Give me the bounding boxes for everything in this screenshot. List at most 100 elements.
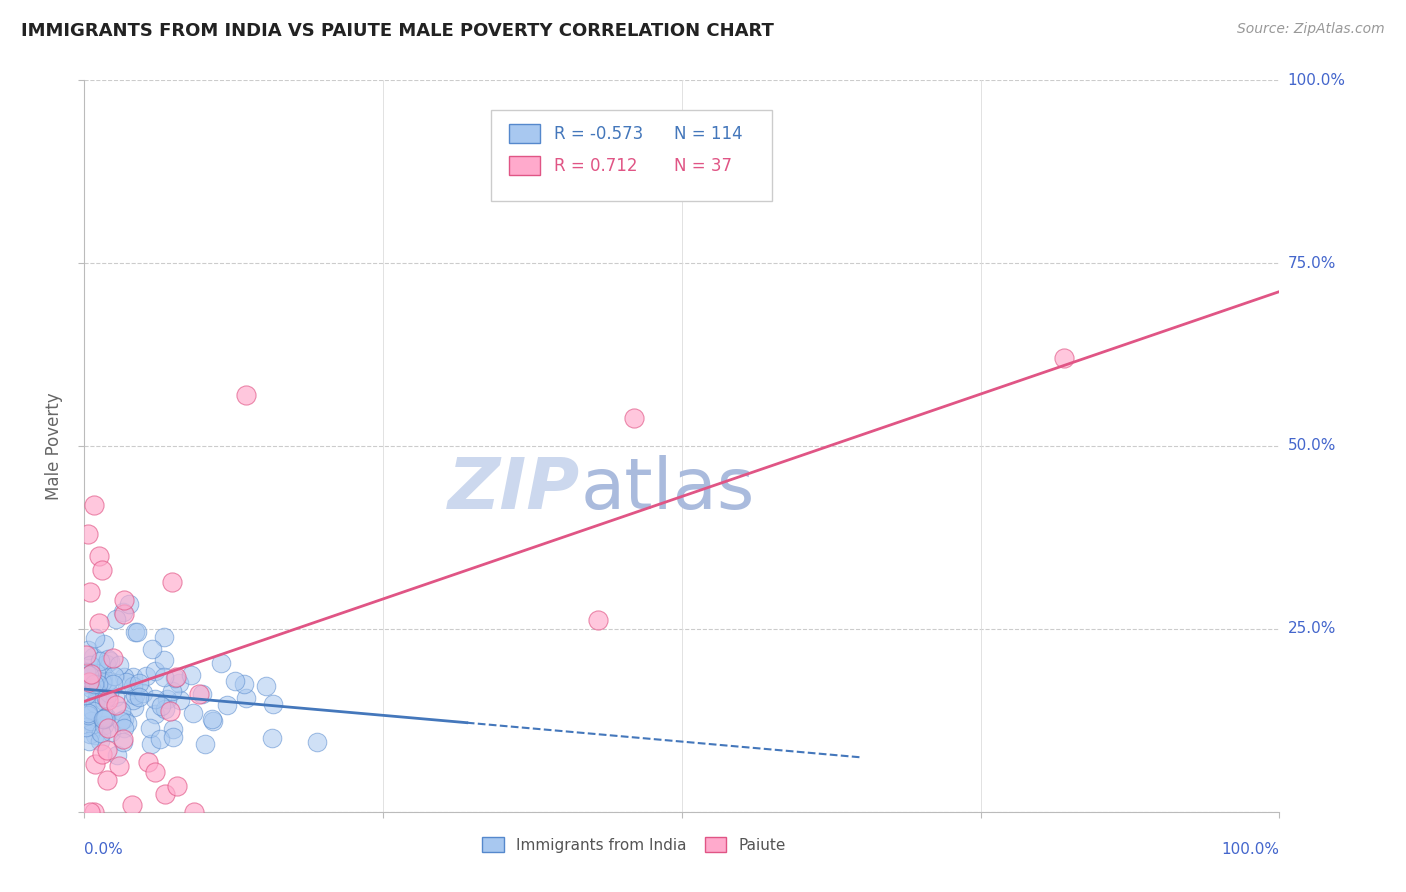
- Point: [79, 734, 101, 748]
- Point: [122, 700, 145, 714]
- Point: [84, 631, 107, 645]
- Text: atlas: atlas: [581, 456, 755, 524]
- Point: [233, 677, 256, 691]
- Point: [166, 779, 188, 793]
- Point: [86, 690, 108, 704]
- Point: [91, 563, 114, 577]
- Point: [124, 688, 146, 702]
- Point: [187, 687, 209, 701]
- FancyBboxPatch shape: [509, 156, 540, 176]
- Point: [90, 747, 112, 761]
- Text: R = -0.573: R = -0.573: [554, 125, 644, 143]
- Point: [75, 720, 97, 734]
- Point: [93, 694, 115, 708]
- Point: [235, 691, 257, 706]
- Point: [94, 691, 117, 706]
- Text: IMMIGRANTS FROM INDIA VS PAIUTE MALE POVERTY CORRELATION CHART: IMMIGRANTS FROM INDIA VS PAIUTE MALE POV…: [21, 22, 773, 40]
- Point: [84, 676, 107, 690]
- Point: [118, 597, 141, 611]
- Point: [143, 664, 166, 678]
- Text: 100.0%: 100.0%: [1222, 842, 1279, 857]
- Point: [121, 693, 143, 707]
- Point: [76, 672, 98, 686]
- Point: [104, 690, 127, 704]
- Point: [121, 797, 143, 812]
- Point: [84, 728, 107, 742]
- Point: [80, 667, 103, 681]
- Point: [235, 388, 257, 402]
- Point: [112, 712, 135, 726]
- Point: [103, 668, 125, 682]
- Point: [87, 676, 110, 690]
- Point: [97, 673, 120, 688]
- Point: [202, 714, 225, 729]
- Point: [91, 712, 114, 726]
- FancyBboxPatch shape: [491, 110, 772, 201]
- Point: [77, 708, 100, 723]
- Point: [101, 677, 124, 691]
- Point: [160, 684, 183, 698]
- Point: [217, 698, 239, 712]
- Point: [159, 704, 181, 718]
- Point: [90, 726, 112, 740]
- Point: [623, 411, 645, 425]
- Legend: Immigrants from India, Paiute: Immigrants from India, Paiute: [477, 831, 792, 859]
- FancyBboxPatch shape: [509, 124, 540, 144]
- Point: [105, 747, 128, 762]
- Point: [75, 648, 97, 662]
- Point: [588, 613, 610, 627]
- Point: [77, 706, 100, 720]
- Point: [180, 667, 202, 681]
- Text: ZIP: ZIP: [449, 456, 581, 524]
- Point: [110, 714, 132, 728]
- Point: [80, 666, 103, 681]
- Point: [153, 787, 176, 801]
- Text: 100.0%: 100.0%: [1288, 73, 1346, 87]
- Point: [76, 704, 98, 718]
- Point: [80, 714, 103, 728]
- Point: [87, 549, 110, 563]
- Point: [112, 607, 135, 622]
- Point: [111, 735, 134, 749]
- Point: [91, 674, 114, 689]
- Point: [181, 706, 204, 720]
- Point: [75, 688, 97, 702]
- Text: 50.0%: 50.0%: [1288, 439, 1336, 453]
- Point: [1053, 351, 1076, 366]
- Point: [162, 730, 184, 744]
- Text: N = 37: N = 37: [673, 157, 731, 175]
- Point: [83, 676, 105, 690]
- Point: [84, 666, 107, 681]
- Point: [104, 612, 127, 626]
- Point: [91, 669, 114, 683]
- Point: [262, 697, 284, 711]
- Point: [82, 678, 104, 692]
- Point: [201, 712, 224, 726]
- Point: [211, 656, 233, 670]
- Point: [112, 670, 135, 684]
- Point: [165, 671, 187, 685]
- Point: [100, 724, 122, 739]
- Point: [82, 704, 104, 718]
- Point: [169, 693, 191, 707]
- Text: 75.0%: 75.0%: [1288, 256, 1336, 270]
- Point: [75, 671, 97, 685]
- Point: [84, 696, 107, 710]
- Point: [143, 764, 166, 779]
- Point: [86, 680, 108, 694]
- Text: N = 114: N = 114: [673, 125, 742, 143]
- Point: [107, 657, 129, 672]
- Point: [136, 755, 159, 769]
- Point: [112, 605, 135, 619]
- Point: [110, 704, 132, 718]
- Point: [115, 674, 138, 689]
- Point: [112, 731, 135, 746]
- Point: [89, 733, 111, 747]
- Point: [224, 673, 246, 688]
- Point: [94, 657, 117, 672]
- Point: [124, 625, 146, 640]
- Point: [103, 651, 125, 665]
- Text: R = 0.712: R = 0.712: [554, 157, 637, 175]
- Point: [262, 731, 284, 746]
- Point: [96, 773, 118, 788]
